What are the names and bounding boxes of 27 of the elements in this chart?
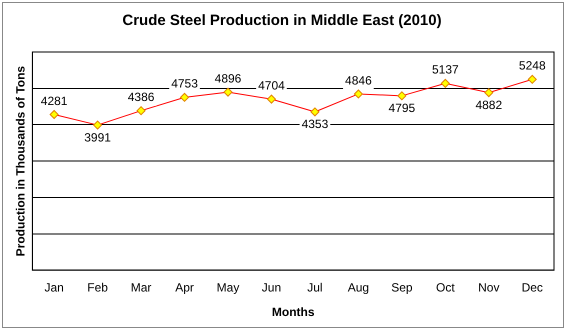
data-label: 4882 [475,98,502,112]
data-label: 4281 [40,94,68,108]
x-tick-label: Oct [436,280,456,295]
x-tick-label: Sep [391,280,413,295]
data-label: 4795 [388,101,416,116]
data-label: 5248 [518,58,546,73]
x-tick-label: Jan [44,280,64,295]
x-tick-label: Jun [262,280,282,295]
chart-title: Crude Steel Production in Middle East (2010) [122,12,442,30]
data-label: 4353 [302,117,329,132]
x-tick-label: Jul [307,280,323,295]
y-axis-title: Production in Thousands of Tons [14,66,28,256]
data-label: 5137 [432,62,460,77]
x-tick-label: Dec [522,280,543,295]
data-label: 4704 [258,78,286,92]
x-tick-label: Apr [175,280,194,295]
data-label: 3991 [84,130,112,144]
data-label: 4386 [128,90,155,104]
data-label: 4896 [214,71,242,86]
x-tick-label: Nov [478,280,500,295]
x-tick-label: May [216,280,240,295]
x-tick-label: Mar [130,280,152,295]
data-label: 4846 [345,73,372,88]
x-tick-label: Feb [87,280,108,295]
data-label: 4753 [171,76,198,91]
x-axis-title: Months [272,305,315,320]
x-tick-label: Aug [348,280,370,295]
